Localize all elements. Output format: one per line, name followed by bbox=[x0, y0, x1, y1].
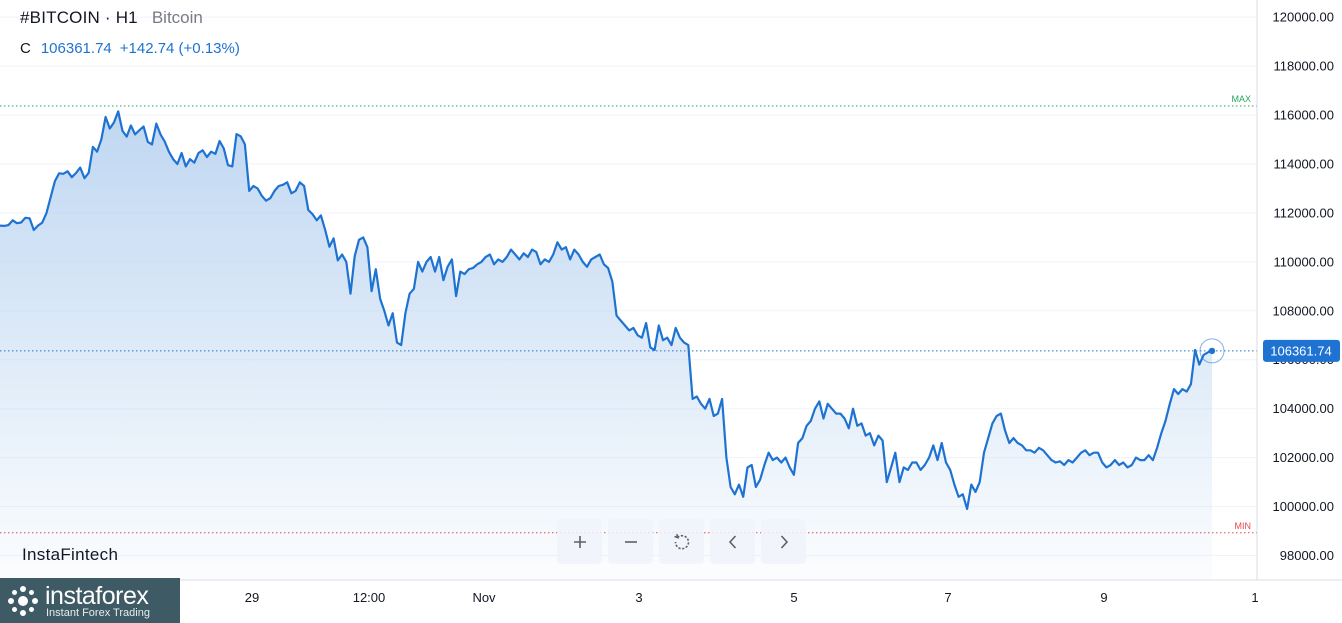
min-label: MIN bbox=[1235, 521, 1252, 531]
chevron-left-icon bbox=[728, 534, 736, 549]
ohlc-legend: C 106361.74 +142.74 (+0.13%) bbox=[20, 40, 240, 57]
x-tick-label: 9 bbox=[1100, 590, 1107, 605]
x-tick-label: 7 bbox=[944, 590, 951, 605]
y-tick-label: 118000.00 bbox=[1274, 59, 1335, 74]
y-tick-label: 100000.00 bbox=[1273, 499, 1334, 514]
last-price-badge-label: 106361.74 bbox=[1270, 343, 1331, 358]
x-tick-label: Nov bbox=[472, 590, 496, 605]
reset-chart-button[interactable] bbox=[659, 519, 704, 564]
instaforex-tagline: Instant Forex Trading bbox=[46, 607, 150, 619]
price-area bbox=[0, 111, 1212, 581]
y-tick-label: 116000.00 bbox=[1274, 108, 1335, 123]
instaforex-mark-icon bbox=[8, 586, 38, 616]
y-axis[interactable]: 98000.00100000.00102000.00104000.0010600… bbox=[1273, 10, 1334, 563]
y-tick-label: 120000.00 bbox=[1273, 10, 1334, 25]
y-tick-label: 104000.00 bbox=[1273, 401, 1334, 416]
zoom-out-button[interactable] bbox=[608, 519, 653, 564]
y-tick-label: 114000.00 bbox=[1274, 156, 1335, 171]
scroll-left-button[interactable] bbox=[710, 519, 755, 564]
plus-icon bbox=[573, 535, 586, 548]
reset-icon bbox=[673, 533, 689, 549]
y-tick-label: 108000.00 bbox=[1273, 303, 1334, 318]
y-tick-label: 102000.00 bbox=[1273, 450, 1334, 465]
max-label: MAX bbox=[1231, 94, 1251, 104]
chart-toolbar bbox=[557, 519, 806, 564]
instafintech-watermark: InstaFintech bbox=[22, 545, 119, 564]
y-tick-label: 112000.00 bbox=[1274, 205, 1335, 220]
x-tick-label: 1 bbox=[1251, 590, 1258, 605]
x-tick-label: 3 bbox=[635, 590, 642, 605]
zoom-in-button[interactable] bbox=[557, 519, 602, 564]
price-line bbox=[0, 110, 1213, 511]
last-price-badge: 106361.74 bbox=[1263, 339, 1340, 362]
price-change: +142.74 (+0.13%) bbox=[119, 40, 240, 57]
close-label: C bbox=[20, 40, 31, 57]
symbol-description: Bitcoin bbox=[151, 8, 203, 27]
chevron-right-icon bbox=[780, 534, 788, 549]
symbol-header: #BITCOIN · H1 Bitcoin bbox=[20, 8, 203, 28]
y-tick-label: 110000.00 bbox=[1274, 254, 1335, 269]
x-tick-label: 29 bbox=[245, 590, 259, 605]
x-tick-label: 5 bbox=[790, 590, 797, 605]
x-axis[interactable]: 29 12:00 Nov 3 5 7 9 1 bbox=[245, 590, 1259, 605]
instaforex-name: instaforex bbox=[45, 582, 149, 610]
symbol-title: #BITCOIN · H1 bbox=[20, 8, 138, 27]
minus-icon bbox=[624, 540, 637, 543]
last-price-dot bbox=[1208, 347, 1216, 355]
instaforex-logo[interactable]: instaforex Instant Forex Trading bbox=[0, 578, 180, 623]
last-price-pulse bbox=[1199, 338, 1225, 364]
scroll-right-button[interactable] bbox=[761, 519, 806, 564]
x-tick-label: 12:00 bbox=[353, 590, 386, 605]
y-tick-label: 98000.00 bbox=[1280, 548, 1334, 563]
close-value: 106361.74 bbox=[40, 40, 112, 57]
